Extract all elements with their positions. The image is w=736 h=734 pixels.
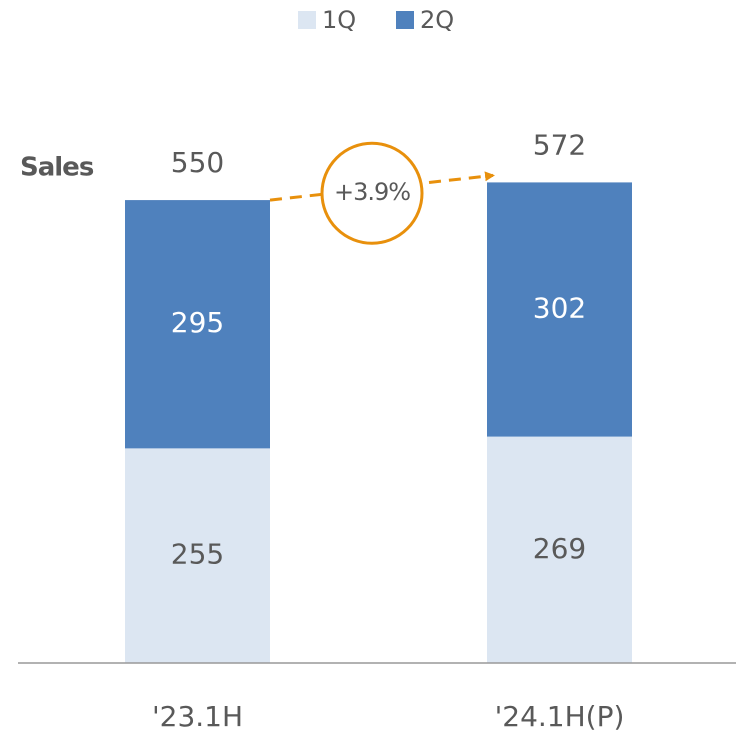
total-label: 550 <box>171 146 224 179</box>
annotation-circle <box>320 141 424 245</box>
legend-label: 2Q <box>420 6 454 34</box>
y-axis-label: Sales <box>20 153 94 183</box>
bar-segment <box>125 448 270 663</box>
legend-swatch <box>298 11 316 29</box>
bar-segment <box>125 200 270 449</box>
growth-arrow <box>269 171 495 202</box>
legend-swatch <box>396 11 414 29</box>
segment-label: 269 <box>533 532 586 565</box>
total-label: 572 <box>533 128 586 161</box>
segment-label: 302 <box>533 292 586 325</box>
segment-label: 255 <box>171 538 224 571</box>
bar-segment <box>487 436 632 663</box>
annotation-text: +3.9% <box>334 178 410 206</box>
legend-label: 1Q <box>322 6 356 34</box>
x-tick-label: '23.1H <box>152 700 243 733</box>
x-tick-label: '24.1H(P) <box>495 700 625 733</box>
segment-label: 295 <box>171 306 224 339</box>
bar-segment <box>487 182 632 437</box>
